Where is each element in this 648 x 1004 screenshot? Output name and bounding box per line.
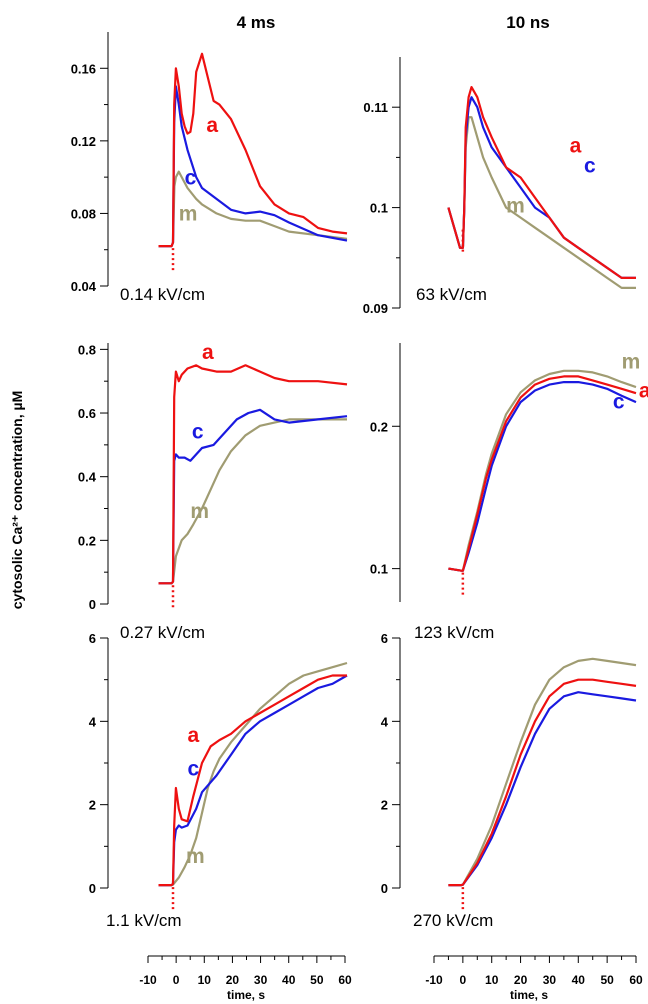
y-tick-label: 0 — [381, 881, 388, 896]
x-axis-label-left: time, s — [227, 988, 265, 1002]
curve-label-a: a — [188, 724, 200, 747]
series-line-a — [448, 375, 637, 572]
y-tick-label: 0.11 — [363, 100, 388, 115]
panel-4ms-0.27: 0 0.2 0.4 0.6 0.8 a c m 0.27 kV/cm — [78, 341, 348, 642]
y-tick-label: 2 — [89, 798, 96, 813]
y-tick-label: 0.04 — [71, 279, 97, 294]
series-line-m — [448, 369, 637, 572]
column-title-10ns: 10 ns — [506, 13, 549, 32]
y-tick-label: 0.2 — [370, 419, 388, 434]
curve-label-c: c — [185, 166, 197, 189]
curve-label-a: a — [570, 134, 582, 157]
curve-label-m: m — [186, 845, 205, 868]
y-tick-label: 0.16 — [71, 61, 96, 76]
column-title-4ms: 4 ms — [237, 13, 276, 32]
panel-4ms-1.1: 0 2 4 6 ac m 1.1 kV/cm — [89, 631, 348, 930]
y-tick-label: 0 — [89, 881, 96, 896]
x-axis-left: -10 0 10 20 30 40 50 60 — [139, 955, 352, 987]
curve-label-a: a — [206, 114, 218, 137]
series-line-c — [447, 96, 636, 279]
series-line-m — [158, 661, 348, 887]
y-tick-label: 0.09 — [363, 301, 388, 316]
curve-label-m: m — [506, 195, 525, 218]
x-tick-label: 60 — [338, 973, 352, 987]
panel-4ms-0.14: 0.04 0.08 0.12 0.16 a cm 0.14 kV/cm — [71, 32, 348, 304]
y-tick-label: 6 — [381, 631, 388, 646]
field-strength-label: 123 kV/cm — [414, 623, 494, 642]
x-tick-label: -10 — [425, 973, 443, 987]
x-tick-label: 0 — [173, 973, 180, 987]
panel-10ns-123: 0.1 0.2 mac 123 kV/cm — [370, 343, 648, 642]
series-line-m — [448, 657, 637, 887]
curve-label-c: c — [584, 154, 596, 177]
x-tick-label: 40 — [572, 973, 586, 987]
series-line-a — [448, 678, 637, 887]
curve-label-m: m — [190, 500, 209, 523]
x-tick-label: 30 — [543, 973, 557, 987]
y-tick-label: 4 — [89, 714, 97, 729]
series-line-a — [158, 364, 348, 585]
y-tick-label: 0.6 — [78, 406, 96, 421]
x-axis-right: -10 0 10 20 30 40 50 60 — [425, 955, 643, 987]
y-tick-label: 0.12 — [71, 134, 96, 149]
x-tick-label: 60 — [629, 973, 643, 987]
series-line-a — [158, 674, 347, 887]
curve-label-a: a — [202, 341, 214, 364]
y-tick-label: 0.08 — [71, 206, 96, 221]
panel-10ns-63: 0.09 0.1 0.11 ac m 63 kV/cm — [363, 57, 636, 316]
y-tick-label: 0.4 — [78, 470, 97, 485]
series-line-c — [158, 408, 348, 585]
x-tick-label: 50 — [310, 973, 324, 987]
curve-label-c: c — [613, 391, 625, 414]
field-strength-label: 63 kV/cm — [416, 285, 487, 304]
field-strength-label: 270 kV/cm — [413, 911, 493, 930]
x-tick-label: 10 — [198, 973, 212, 987]
y-tick-label: 0 — [89, 597, 96, 612]
panel-10ns-270: 0 2 4 6 270 kV/cm — [381, 631, 637, 930]
x-axes: -10 0 10 20 30 40 50 60 -10 0 10 20 30 40 50 60 — [139, 955, 643, 987]
y-tick-label: 0.1 — [370, 562, 388, 577]
x-tick-label: 50 — [600, 973, 614, 987]
y-tick-label: 4 — [381, 714, 389, 729]
field-strength-label: 0.14 kV/cm — [120, 285, 205, 304]
x-tick-label: 30 — [254, 973, 268, 987]
y-tick-label: 6 — [89, 631, 96, 646]
y-tick-label: 0.1 — [370, 201, 388, 216]
series-line-a — [447, 86, 636, 279]
curve-label-m: m — [622, 350, 641, 373]
x-axis-label-right: time, s — [510, 988, 548, 1002]
series-line-c — [448, 381, 637, 572]
x-tick-label: -10 — [139, 973, 157, 987]
series-line-a — [158, 52, 348, 248]
x-tick-label: 20 — [226, 973, 240, 987]
curve-label-c: c — [188, 758, 200, 781]
field-strength-label: 0.27 kV/cm — [120, 623, 205, 642]
x-tick-label: 10 — [485, 973, 499, 987]
curve-label-m: m — [179, 203, 198, 226]
y-tick-label: 0.2 — [78, 533, 96, 548]
y-axis-label: cytosolic Ca²⁺ concentration, µM — [9, 391, 25, 610]
series-line-m — [447, 116, 636, 289]
curve-label-c: c — [192, 420, 204, 443]
curve-label-a: a — [639, 380, 648, 403]
y-tick-label: 2 — [381, 798, 388, 813]
x-tick-label: 40 — [282, 973, 296, 987]
y-tick-label: 0.8 — [78, 342, 96, 357]
series-line-m — [158, 418, 347, 585]
series-line-c — [448, 691, 637, 887]
field-strength-label: 1.1 kV/cm — [106, 911, 182, 930]
x-tick-label: 0 — [460, 973, 467, 987]
x-tick-label: 20 — [514, 973, 528, 987]
